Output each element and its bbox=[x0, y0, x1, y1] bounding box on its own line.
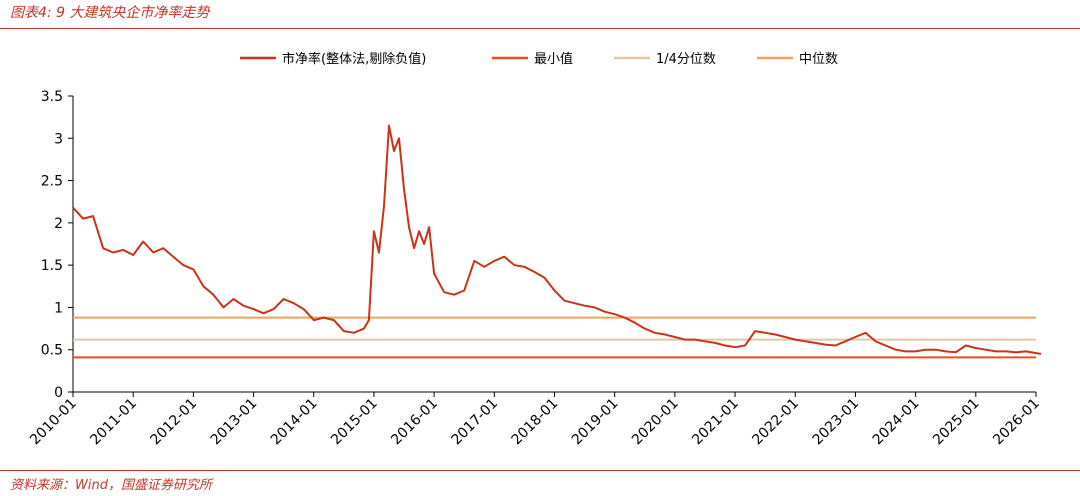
reference-lines bbox=[73, 316, 1036, 359]
x-axis-ticks: 2010-01 2011-01 2012-01 2013-01 2014-01 2015-… bbox=[27, 392, 1043, 448]
source-note: 资料来源：Wind，国盛证券研究所 bbox=[10, 478, 212, 493]
x-tick-label: 2023-01 bbox=[810, 396, 863, 449]
y-tick-label: 0 bbox=[54, 385, 63, 401]
x-tick-label: 2010-01 bbox=[27, 396, 80, 449]
y-axis-ticks: 0 0.5 1 1.5 2 2.5 3 3.5 bbox=[41, 89, 73, 401]
x-tick-label: 2020-01 bbox=[629, 396, 682, 449]
x-tick-label: 2024-01 bbox=[870, 396, 923, 449]
legend-label: 市净率(整体法,剔除负值) bbox=[282, 51, 426, 67]
x-tick-label: 2022-01 bbox=[749, 396, 802, 449]
legend-label: 最小值 bbox=[534, 51, 573, 67]
y-tick-label: 2 bbox=[54, 216, 63, 232]
legend-label: 中位数 bbox=[799, 52, 838, 67]
x-tick-label: 2014-01 bbox=[268, 396, 321, 449]
figure-title: 图表4: 9 大建筑央企市净率走势 bbox=[10, 5, 210, 21]
y-tick-label: 3.5 bbox=[41, 89, 63, 105]
x-tick-label: 2026-01 bbox=[990, 396, 1043, 449]
legend-label: 1/4分位数 bbox=[656, 52, 716, 67]
x-tick-label: 2013-01 bbox=[208, 396, 261, 449]
x-tick-label: 2012-01 bbox=[148, 396, 201, 449]
x-tick-label: 2017-01 bbox=[448, 396, 501, 449]
pb-ratio-series-line bbox=[72, 124, 1042, 355]
title-rule bbox=[0, 28, 1080, 29]
y-tick-label: 1.5 bbox=[41, 258, 63, 274]
x-tick-label: 2025-01 bbox=[930, 396, 983, 449]
y-tick-label: 1 bbox=[54, 300, 63, 316]
legend: 市净率(整体法,剔除负值) 最小值 1/4分位数 中位数 bbox=[240, 51, 838, 67]
x-tick-label: 2018-01 bbox=[509, 396, 562, 449]
series-layer bbox=[72, 124, 1042, 355]
x-tick-label: 2016-01 bbox=[388, 396, 441, 449]
y-tick-label: 2.5 bbox=[41, 174, 63, 190]
footer-rule bbox=[0, 470, 1080, 471]
x-tick-label: 2011-01 bbox=[87, 396, 140, 449]
x-tick-label: 2019-01 bbox=[569, 396, 622, 449]
y-tick-label: 0.5 bbox=[41, 343, 63, 359]
x-tick-label: 2021-01 bbox=[689, 396, 742, 449]
y-tick-label: 3 bbox=[54, 131, 63, 147]
x-tick-label: 2015-01 bbox=[328, 396, 381, 449]
